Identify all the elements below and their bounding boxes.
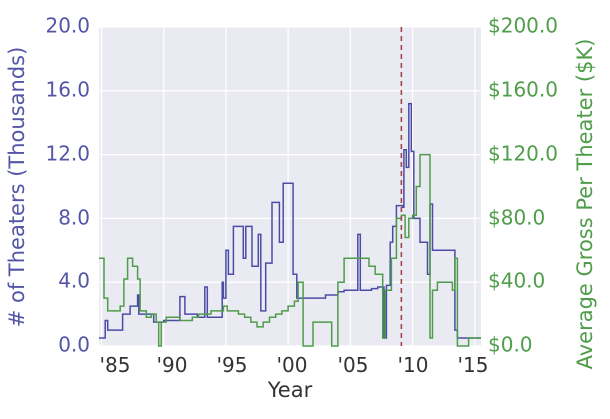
plot-area bbox=[99, 27, 481, 346]
right-tick-label: $160.0 bbox=[488, 78, 558, 102]
left-axis-label: # of Theaters (Thousands) bbox=[5, 47, 29, 328]
theaters-series-line bbox=[99, 102, 481, 339]
right-axis-ticks: $0.0 $40.0 $80.0 $120.0 $160.0 $200.0 bbox=[488, 14, 558, 357]
gridlines bbox=[99, 26, 481, 347]
right-tick-label: $120.0 bbox=[488, 142, 558, 166]
right-tick-label: $200.0 bbox=[488, 14, 558, 38]
left-tick-label: 12.0 bbox=[45, 142, 90, 166]
right-tick-label: $0.0 bbox=[488, 333, 533, 357]
left-tick-label: 0.0 bbox=[58, 333, 90, 357]
avg-gross-series-line bbox=[99, 153, 481, 347]
left-tick-label: 20.0 bbox=[45, 14, 90, 38]
x-tick-label: '10 bbox=[398, 353, 429, 377]
left-axis-ticks: 0.0 4.0 8.0 12.0 16.0 20.0 bbox=[45, 14, 90, 357]
right-tick-label: $40.0 bbox=[488, 269, 545, 293]
x-tick-label: '15 bbox=[458, 353, 489, 377]
x-axis-label: Year bbox=[267, 378, 313, 402]
left-tick-label: 8.0 bbox=[58, 206, 90, 230]
left-tick-label: 4.0 bbox=[58, 269, 90, 293]
x-tick-label: '90 bbox=[157, 353, 188, 377]
x-tick-label: '00 bbox=[277, 353, 308, 377]
x-axis-ticks: '85 '90 '95 '00 '05 '10 '15 bbox=[100, 353, 489, 377]
series-lines bbox=[99, 102, 481, 347]
x-tick-label: '05 bbox=[338, 353, 369, 377]
x-tick-label: '85 bbox=[100, 353, 131, 377]
right-axis-label: Average Gross Per Theater ($K) bbox=[573, 39, 597, 370]
x-tick-label: '95 bbox=[217, 353, 248, 377]
right-tick-label: $80.0 bbox=[488, 206, 545, 230]
left-tick-label: 16.0 bbox=[45, 78, 90, 102]
